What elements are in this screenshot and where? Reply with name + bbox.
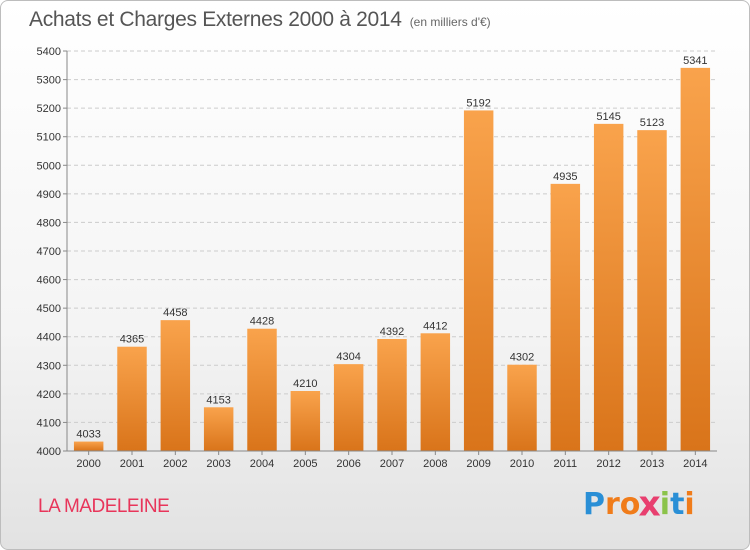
bars: 4033 4365 4458 4153 4428 4210 4304 4392 4412 5192… (73, 55, 711, 451)
bar-2001 (117, 346, 147, 451)
bar-2005 (290, 391, 321, 451)
data-label-2008: 4412 (423, 320, 447, 332)
y-tick-label: 4300 (37, 360, 61, 372)
y-tick-label: 4800 (37, 217, 61, 229)
logo-letter: t (670, 487, 685, 522)
data-label-2003: 4153 (206, 394, 230, 406)
data-label-2005: 4210 (293, 378, 317, 390)
y-tick-label: 4400 (37, 332, 61, 344)
data-label-2012: 5145 (596, 111, 620, 123)
x-tick-label-2000: 2000 (76, 458, 100, 470)
y-tick-label: 5400 (37, 46, 61, 58)
bar-2010 (507, 364, 537, 451)
bar-2013 (637, 130, 667, 451)
x-tick-label-2009: 2009 (466, 458, 490, 470)
x-tick-label-2002: 2002 (163, 458, 187, 470)
x-tick-label-2001: 2001 (120, 458, 144, 470)
logo-letter: i (684, 487, 695, 522)
chart-title: Achats et Charges Externes 2000 à 2014 (e… (29, 8, 491, 32)
bar-2004 (247, 328, 277, 451)
y-tick-label: 4900 (37, 189, 61, 201)
logo-letter: x (638, 484, 662, 525)
data-label-2004: 4428 (250, 316, 274, 328)
city-name: LA MADELEINE (38, 496, 170, 517)
bar-2003 (203, 407, 234, 451)
y-tick-label: 4100 (37, 417, 61, 429)
bar-2008 (420, 333, 451, 451)
x-tick-label-2006: 2006 (336, 458, 360, 470)
logo-letter: i (659, 487, 671, 522)
chart-title-text: Achats et Charges Externes 2000 à 2014 (29, 8, 402, 31)
x-tick-label-2014: 2014 (683, 458, 707, 470)
x-tick-label-2012: 2012 (596, 458, 620, 470)
proxiti-logo: Proxiti (583, 484, 695, 525)
bar-2012 (593, 123, 624, 451)
data-label-2013: 5123 (640, 117, 664, 129)
data-label-2006: 4304 (336, 351, 360, 363)
y-tick-label: 5300 (37, 75, 61, 87)
data-label-2011: 4935 (553, 171, 577, 183)
x-tick-label-2004: 2004 (250, 458, 274, 470)
y-tick-label: 4600 (37, 275, 61, 287)
data-label-2009: 5192 (466, 97, 490, 109)
y-tick-label: 5000 (37, 160, 61, 172)
logo-letter: P (583, 487, 605, 522)
x-tick-label-2005: 2005 (293, 458, 317, 470)
x-tick-label-2011: 2011 (554, 458, 578, 470)
x-tick-label-2010: 2010 (510, 458, 534, 470)
data-label-2014: 5341 (683, 55, 707, 67)
data-label-2001: 4365 (120, 334, 144, 346)
y-tick-label: 4700 (37, 246, 61, 258)
logo-letter: o (619, 487, 641, 522)
logo-letter: r (605, 487, 620, 522)
bar-2002 (160, 320, 191, 451)
x-tick-label-2013: 2013 (640, 458, 664, 470)
y-tick-label: 4500 (37, 303, 61, 315)
data-label-2010: 4302 (510, 352, 534, 364)
bar-2011 (550, 183, 581, 451)
bar-2006 (333, 364, 364, 451)
x-tick-label-2007: 2007 (380, 458, 404, 470)
bar-2007 (377, 339, 407, 451)
data-label-2002: 4458 (163, 307, 187, 319)
x-tick-label-2003: 2003 (206, 458, 230, 470)
bar-2000 (73, 441, 104, 451)
bar-2014 (680, 67, 711, 451)
chart-subtitle: (en milliers d'€) (409, 15, 491, 29)
bar-2009 (463, 110, 494, 451)
y-tick-label: 4200 (37, 389, 61, 401)
x-tick-label-2008: 2008 (423, 458, 447, 470)
data-label-2007: 4392 (380, 326, 404, 338)
y-tick-label: 5100 (37, 132, 61, 144)
data-label-2000: 4033 (76, 429, 100, 441)
y-tick-label: 4000 (37, 446, 61, 458)
y-tick-label: 5200 (37, 103, 61, 115)
axes: 4000 4100 4200 4300 4400 4500 4600 4700 4800 4900… (37, 46, 717, 470)
